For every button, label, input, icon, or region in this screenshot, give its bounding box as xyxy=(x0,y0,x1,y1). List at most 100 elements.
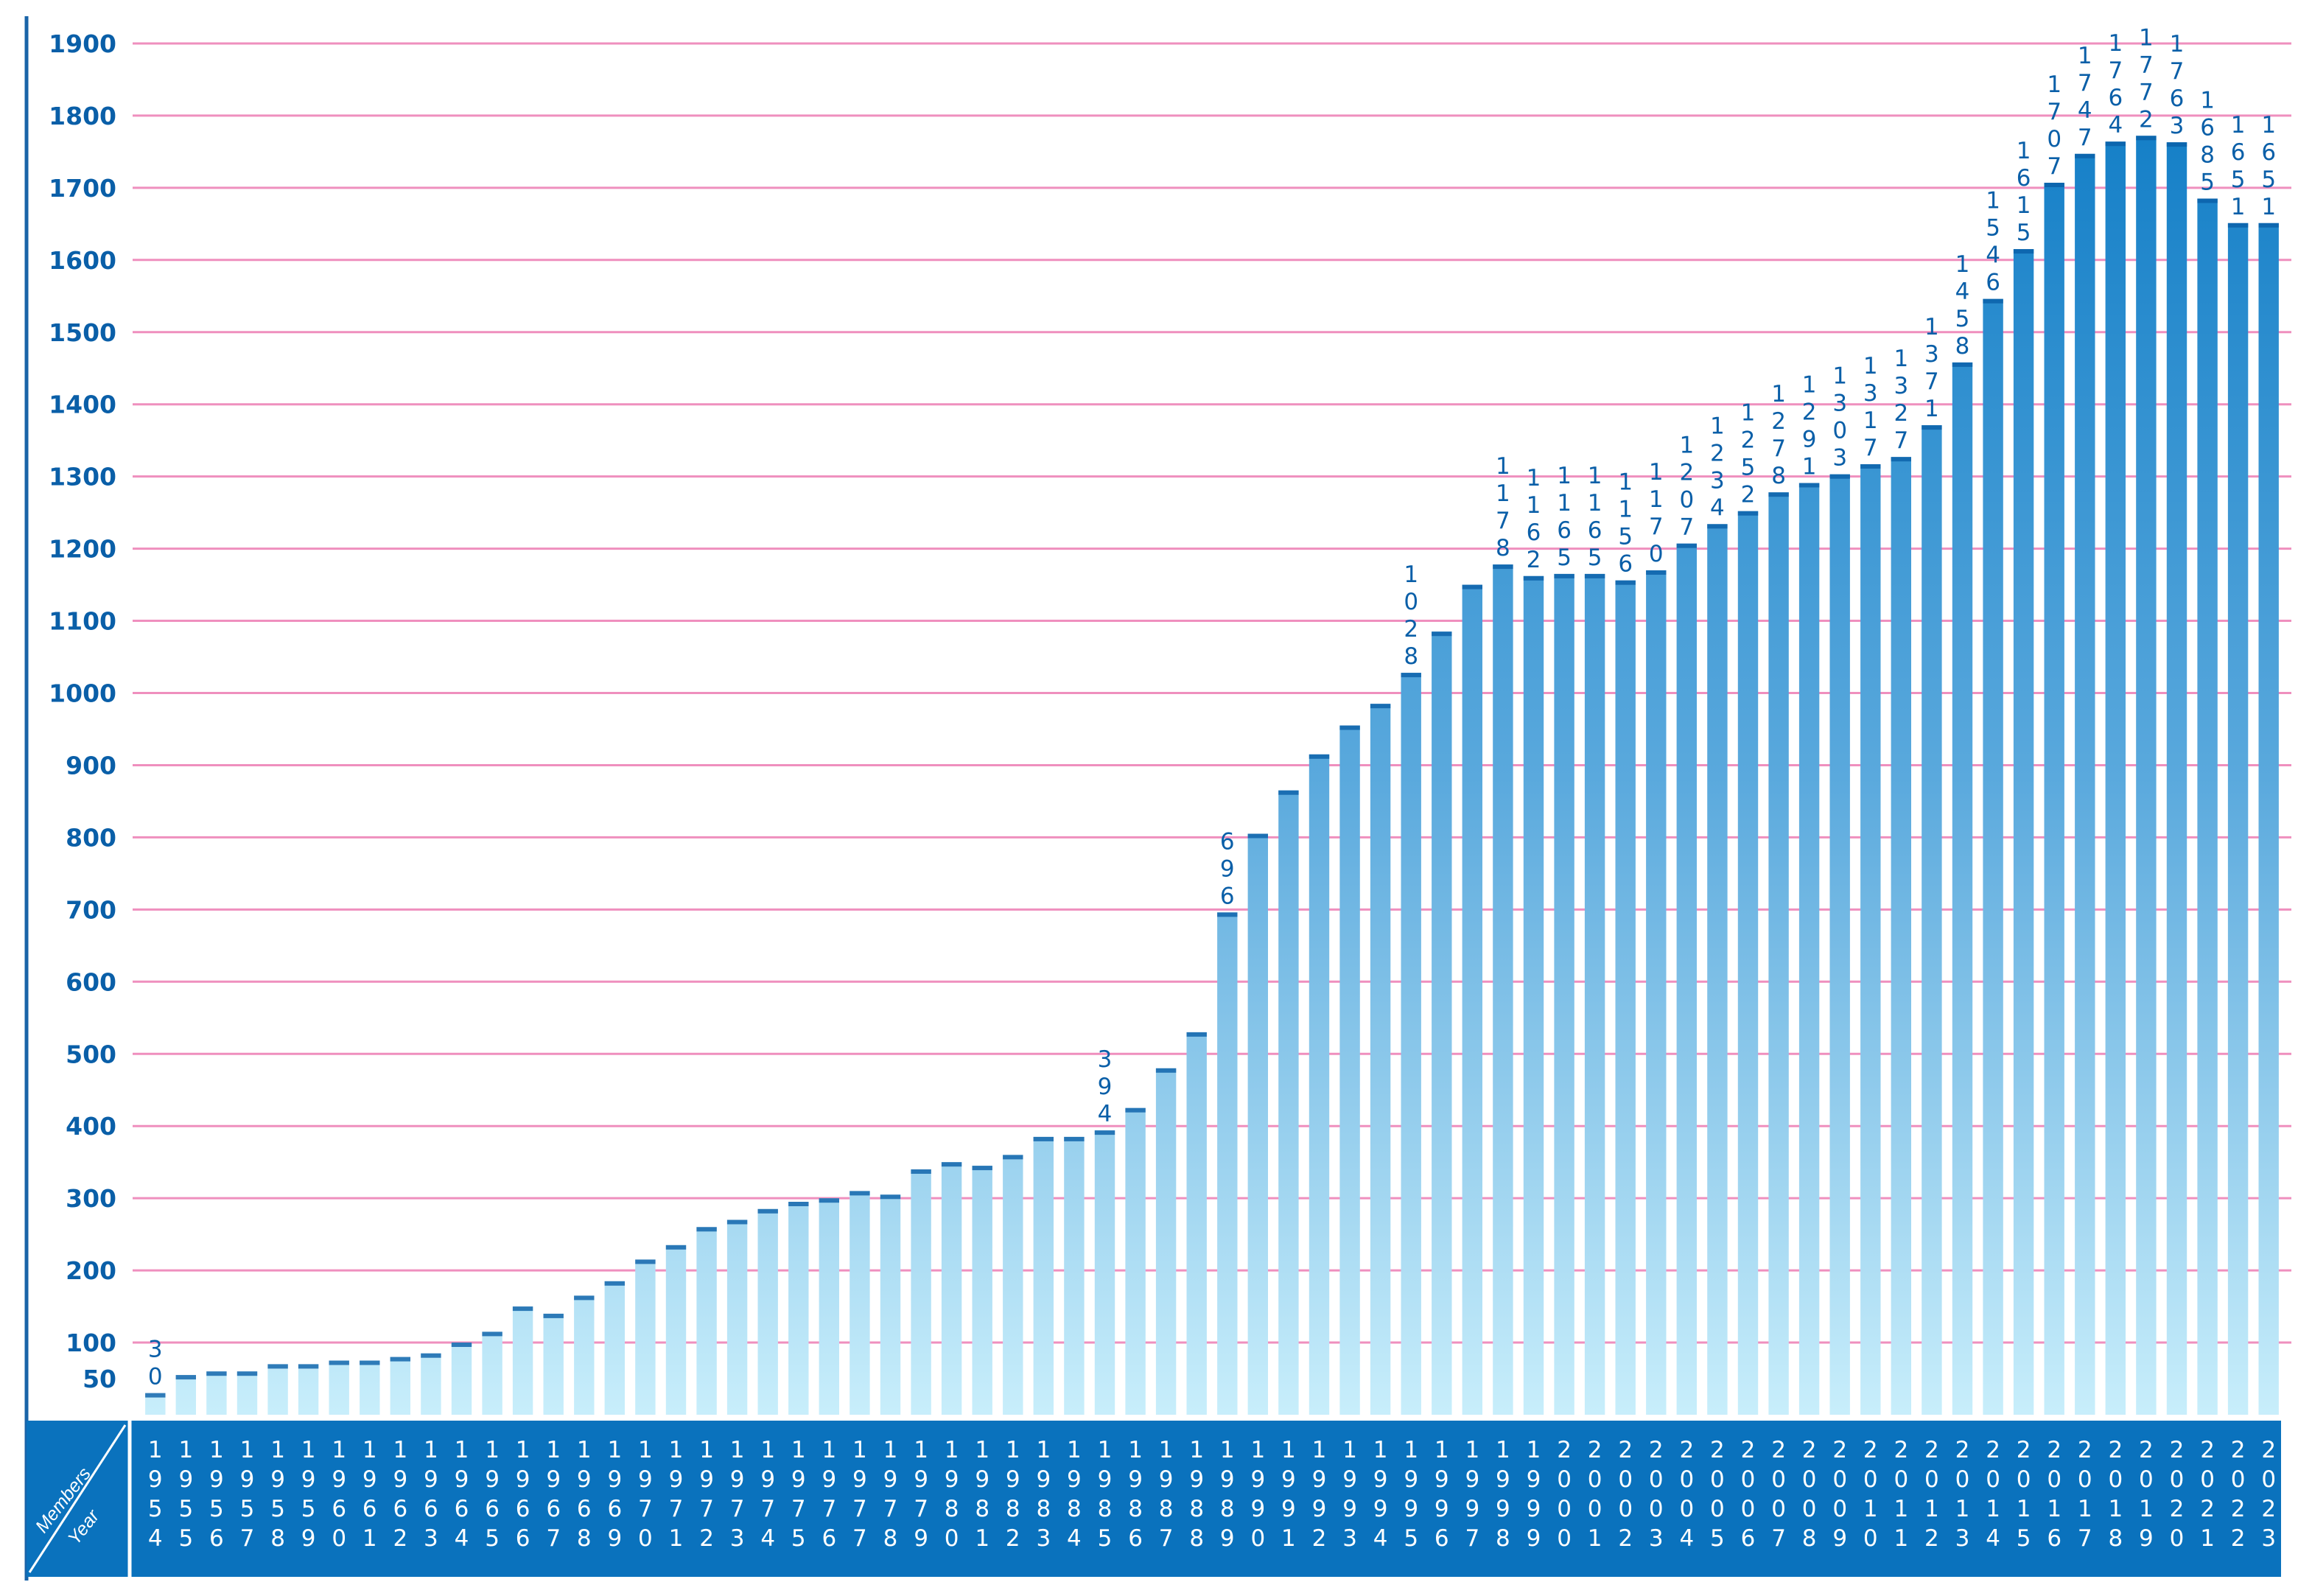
bar-cap-1980 xyxy=(941,1162,962,1167)
ytick-label-100: 100 xyxy=(66,1329,116,1357)
bar-cap-1995 xyxy=(1401,673,1421,678)
ytick-label-1600: 1600 xyxy=(49,246,116,275)
bar-2023 xyxy=(2258,223,2279,1415)
bar-cap-2021 xyxy=(2197,198,2218,203)
bar-2022 xyxy=(2227,223,2249,1415)
bar-cap-2009 xyxy=(1829,474,1850,479)
bar-2001 xyxy=(1584,573,1605,1415)
bar-cap-1979 xyxy=(911,1169,931,1174)
bar-cap-1993 xyxy=(1339,725,1360,730)
bar-cap-1984 xyxy=(1064,1136,1085,1141)
bar-1999 xyxy=(1523,575,1544,1415)
bar-cap-2003 xyxy=(1646,570,1667,575)
bar-cap-1962 xyxy=(390,1357,410,1362)
bar-cap-1977 xyxy=(850,1191,870,1196)
bar-cap-2015 xyxy=(2013,249,2034,254)
bar-2006 xyxy=(1737,511,1759,1415)
bar-cap-2013 xyxy=(1952,362,1973,367)
bar-1989 xyxy=(1217,912,1238,1415)
bar-1955 xyxy=(175,1375,196,1415)
bar-cap-1968 xyxy=(574,1295,595,1301)
ytick-label-1800: 1800 xyxy=(49,102,116,130)
bar-1986 xyxy=(1125,1107,1146,1415)
bar-1970 xyxy=(635,1259,656,1415)
bar-1981 xyxy=(972,1166,992,1415)
bar-1983 xyxy=(1033,1136,1054,1415)
bar-1997 xyxy=(1462,584,1482,1415)
bar-cap-1963 xyxy=(421,1353,441,1358)
bar-cap-1997 xyxy=(1462,584,1482,589)
ytick-label-1400: 1400 xyxy=(49,391,116,419)
bar-1972 xyxy=(696,1227,717,1415)
value-labels: 3 0 3 9 4 6 9 6 1 0 2 8 1 1 7 8 1 1 6 2 1 1 6 5 1 1 6 5 1 1 5 6 1 1 7 0 1 2 0 7… xyxy=(148,24,2276,1390)
ytick-label-1100: 1100 xyxy=(49,607,116,636)
bar-2019 xyxy=(2136,136,2157,1415)
bar-2005 xyxy=(1707,524,1728,1415)
bar-1985 xyxy=(1094,1130,1115,1415)
bar-cap-1982 xyxy=(1003,1155,1023,1160)
bar-cap-1990 xyxy=(1247,833,1268,839)
bar-cap-2011 xyxy=(1891,457,1911,462)
bar-2021 xyxy=(2197,198,2218,1415)
bar-1971 xyxy=(665,1245,687,1415)
bar-1998 xyxy=(1493,564,1513,1415)
bar-cap-2022 xyxy=(2227,223,2249,228)
bar-cap-1996 xyxy=(1432,631,1452,637)
bar-1956 xyxy=(206,1371,227,1415)
ytick-label-50: 50 xyxy=(83,1365,116,1393)
bar-2009 xyxy=(1829,474,1850,1415)
bar-2013 xyxy=(1952,362,1973,1415)
bar-cap-1983 xyxy=(1033,1136,1054,1141)
bar-2000 xyxy=(1554,573,1574,1415)
bar-2008 xyxy=(1798,483,1820,1415)
bar-cap-1966 xyxy=(512,1306,533,1312)
bar-cap-1975 xyxy=(788,1202,809,1206)
